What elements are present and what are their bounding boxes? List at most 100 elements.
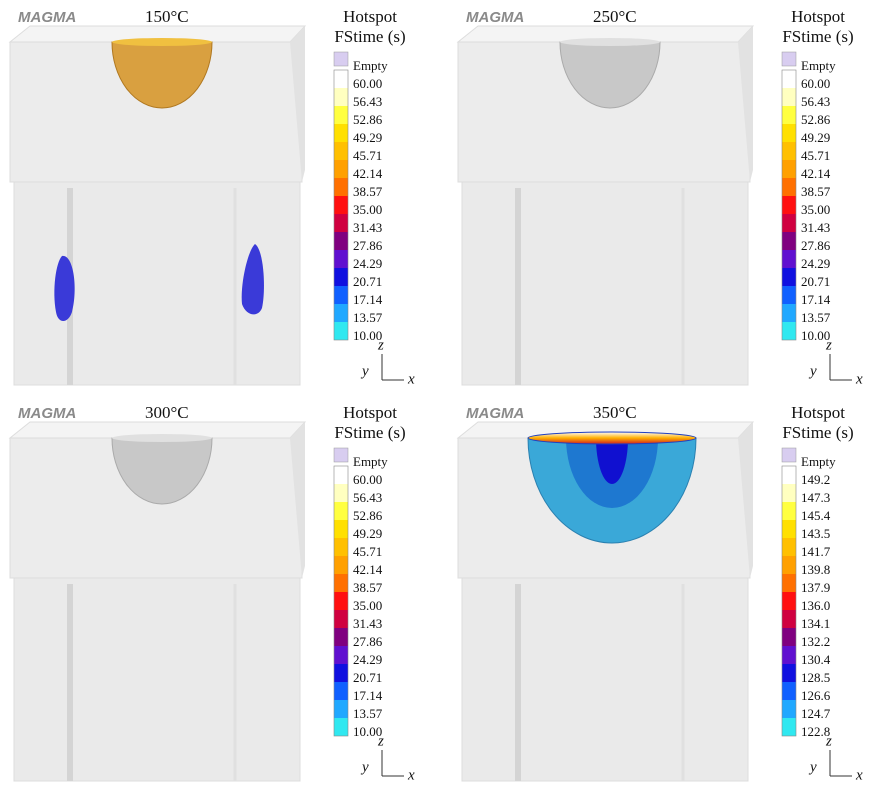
panel-title: 350°C xyxy=(593,403,637,422)
legend-swatch xyxy=(334,178,348,196)
legend-swatch xyxy=(334,700,348,718)
legend-swatch xyxy=(334,682,348,700)
legend-label: 56.43 xyxy=(353,94,382,109)
legend-label: 17.14 xyxy=(353,688,383,703)
legend-label: 20.71 xyxy=(353,274,382,289)
legend-label: 35.00 xyxy=(353,202,382,217)
figure: MAGMA150°CHotspotFStime (s)Empty60.0056.… xyxy=(0,0,879,793)
legend-swatch xyxy=(782,214,796,232)
legend-label: Empty xyxy=(801,454,836,469)
legend-swatch xyxy=(334,520,348,538)
feeder-top xyxy=(560,38,660,46)
legend-title: Hotspot xyxy=(343,403,397,422)
legend-label: 45.71 xyxy=(353,148,382,163)
legend-label: 60.00 xyxy=(353,472,382,487)
brand-logo: MAGMA xyxy=(18,405,76,422)
legend-swatch xyxy=(334,574,348,592)
legend-label: 139.8 xyxy=(801,562,830,577)
legend-label: 27.86 xyxy=(353,634,383,649)
legend-label: 52.86 xyxy=(353,112,383,127)
legend-swatch xyxy=(782,52,796,66)
legend-swatch xyxy=(782,538,796,556)
legend-label: 38.57 xyxy=(801,184,831,199)
legend-title: Hotspot xyxy=(791,403,845,422)
legend-swatch xyxy=(782,322,796,340)
legend-label: 27.86 xyxy=(801,238,831,253)
legend-label: 20.71 xyxy=(353,670,382,685)
legend-swatch xyxy=(334,106,348,124)
legend-label: 137.9 xyxy=(801,580,830,595)
legend-swatch xyxy=(782,286,796,304)
legend-swatch xyxy=(334,214,348,232)
legend-swatch xyxy=(334,466,348,484)
legend-title: FStime (s) xyxy=(334,423,405,442)
legend-label: 145.4 xyxy=(801,508,831,523)
legend-swatch xyxy=(334,646,348,664)
legend-label: 149.2 xyxy=(801,472,830,487)
legend-label: 38.57 xyxy=(353,580,383,595)
panel-title: 250°C xyxy=(593,7,637,26)
legend-label: 132.2 xyxy=(801,634,830,649)
brand-logo: MAGMA xyxy=(18,9,76,26)
legend-label: 17.14 xyxy=(801,292,831,307)
legend-label: 45.71 xyxy=(801,148,830,163)
legend-title: FStime (s) xyxy=(782,423,853,442)
legend-swatch xyxy=(782,124,796,142)
legend-label: 31.43 xyxy=(801,220,830,235)
legend-label: 124.7 xyxy=(801,706,831,721)
panel-title: 150°C xyxy=(145,7,189,26)
legend-swatch xyxy=(334,196,348,214)
legend-label: 52.86 xyxy=(801,112,831,127)
legend-swatch xyxy=(334,538,348,556)
axis-label: x xyxy=(407,767,415,783)
legend-swatch xyxy=(782,718,796,736)
axis-label: x xyxy=(407,371,415,387)
axis-label: z xyxy=(377,733,384,749)
legend-label: 24.29 xyxy=(353,652,382,667)
legend-swatch xyxy=(334,448,348,462)
legend-title: FStime (s) xyxy=(782,27,853,46)
legend-label: 31.43 xyxy=(353,220,382,235)
legend-label: 49.29 xyxy=(353,130,382,145)
legend-swatch xyxy=(334,70,348,88)
axis-label: y xyxy=(360,363,369,379)
legend-swatch xyxy=(782,70,796,88)
legend-swatch xyxy=(334,556,348,574)
legend-label: 24.29 xyxy=(353,256,382,271)
axis-label: y xyxy=(360,759,369,775)
brand-logo: MAGMA xyxy=(466,405,524,422)
legend-label: 141.7 xyxy=(801,544,831,559)
legend-swatch xyxy=(334,664,348,682)
legend-swatch xyxy=(782,178,796,196)
legend-label: 24.29 xyxy=(801,256,830,271)
legend-swatch xyxy=(334,484,348,502)
legend-label: 60.00 xyxy=(353,76,382,91)
legend-label: Empty xyxy=(353,58,388,73)
legend-label: 130.4 xyxy=(801,652,831,667)
legend-swatch xyxy=(782,268,796,286)
legend-label: 49.29 xyxy=(353,526,382,541)
axis-label: x xyxy=(855,767,863,783)
legend-label: 56.43 xyxy=(801,94,830,109)
legend-label: 35.00 xyxy=(353,598,382,613)
panel-title: 300°C xyxy=(145,403,189,422)
legend-label: 56.43 xyxy=(353,490,382,505)
block-lower xyxy=(462,182,748,385)
legend-swatch xyxy=(782,520,796,538)
legend-label: 45.71 xyxy=(353,544,382,559)
legend-swatch xyxy=(782,250,796,268)
legend-swatch xyxy=(782,682,796,700)
legend-swatch xyxy=(782,304,796,322)
legend-label: 17.14 xyxy=(353,292,383,307)
legend-title: Hotspot xyxy=(791,7,845,26)
legend-swatch xyxy=(782,592,796,610)
legend-swatch xyxy=(782,628,796,646)
legend-swatch xyxy=(334,610,348,628)
legend-label: 31.43 xyxy=(353,616,382,631)
axis-label: z xyxy=(825,337,832,353)
legend-swatch xyxy=(782,106,796,124)
legend-swatch xyxy=(334,322,348,340)
hotspot-top xyxy=(112,38,212,46)
